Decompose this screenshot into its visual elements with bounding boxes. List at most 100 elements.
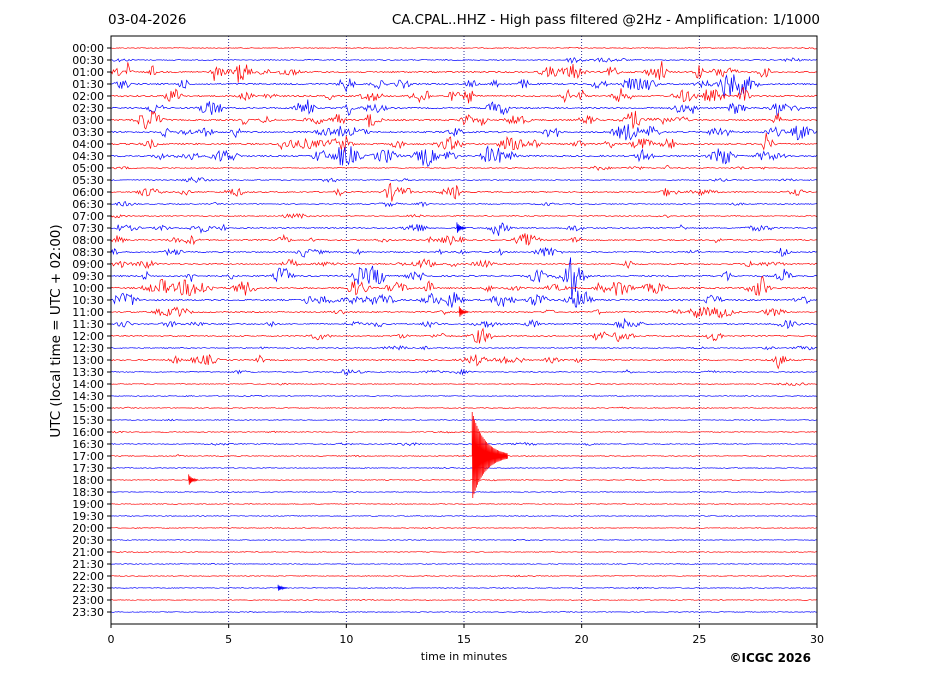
trace-1500 xyxy=(110,406,817,410)
y-tick-label: 04:00 xyxy=(72,138,104,151)
y-tick-label: 06:00 xyxy=(72,186,104,199)
trace-0630 xyxy=(110,201,817,208)
trace-0900 xyxy=(110,258,817,270)
y-tick-label: 18:30 xyxy=(72,486,104,499)
trace-1530 xyxy=(110,418,817,422)
y-tick-label: 17:30 xyxy=(72,462,104,475)
event-mark xyxy=(277,584,288,591)
plot-date: 03-04-2026 xyxy=(108,12,187,28)
trace-1930 xyxy=(111,515,817,517)
y-tick-label: 07:30 xyxy=(72,222,104,235)
y-tick-label: 05:30 xyxy=(72,174,104,187)
trace-0200 xyxy=(110,86,817,104)
y-tick-labels: 00:0000:3001:0001:3002:0002:3003:0003:30… xyxy=(72,42,111,619)
trace-0000 xyxy=(110,46,817,50)
seismic-traces xyxy=(110,46,817,613)
plot-title: CA.CPAL..HHZ - High pass filtered @2Hz -… xyxy=(391,12,820,28)
y-tick-label: 10:30 xyxy=(72,294,104,307)
event-mark xyxy=(456,222,467,233)
trace-1800 xyxy=(110,479,817,482)
x-tick-labels: 0 5 10 15 20 25 30 xyxy=(108,624,824,646)
trace-1000 xyxy=(110,275,817,296)
trace-2330 xyxy=(110,611,817,613)
trace-1830 xyxy=(110,491,817,493)
y-tick-label: 15:00 xyxy=(72,402,104,415)
y-tick-label: 09:30 xyxy=(72,270,104,283)
y-tick-label: 03:00 xyxy=(72,114,104,127)
trace-1130 xyxy=(110,317,817,330)
y-tick-label: 20:00 xyxy=(72,522,104,535)
y-tick-label: 01:30 xyxy=(72,78,104,91)
x-tick-label: 15 xyxy=(457,633,471,646)
y-tick-label: 16:00 xyxy=(72,426,104,439)
trace-2030 xyxy=(110,538,817,541)
trace-2000 xyxy=(110,527,817,529)
x-axis-label: time in minutes xyxy=(420,650,508,663)
y-tick-label: 21:30 xyxy=(72,558,104,571)
y-tick-label: 03:30 xyxy=(72,126,104,139)
y-tick-label: 14:30 xyxy=(72,390,104,403)
y-tick-label: 02:00 xyxy=(72,90,104,103)
trace-1430 xyxy=(110,394,817,398)
y-tick-label: 17:00 xyxy=(72,450,104,463)
y-tick-label: 06:30 xyxy=(72,198,104,211)
x-tick-label: 25 xyxy=(692,633,706,646)
x-tick-label: 10 xyxy=(339,633,353,646)
y-tick-label: 16:30 xyxy=(72,438,104,451)
y-tick-label: 01:00 xyxy=(72,66,104,79)
trace-0730 xyxy=(110,222,817,236)
y-tick-label: 13:30 xyxy=(72,366,104,379)
y-tick-label: 00:30 xyxy=(72,54,104,67)
trace-0230 xyxy=(110,99,817,116)
trace-2130 xyxy=(110,563,817,565)
trace-1200 xyxy=(110,327,817,344)
y-tick-label: 07:00 xyxy=(72,210,104,223)
x-tick-label: 20 xyxy=(575,633,589,646)
trace-0100 xyxy=(110,61,817,83)
y-tick-label: 02:30 xyxy=(72,102,104,115)
event-mark xyxy=(188,474,199,485)
trace-0830 xyxy=(110,247,817,258)
y-tick-label: 22:30 xyxy=(72,582,104,595)
y-tick-label: 14:00 xyxy=(72,378,104,391)
trace-1900 xyxy=(110,503,817,505)
trace-1400 xyxy=(110,382,817,386)
x-tick-label: 5 xyxy=(225,633,232,646)
trace-1300 xyxy=(110,353,817,370)
trace-0600 xyxy=(110,182,817,202)
trace-0930 xyxy=(111,257,817,300)
event-mark xyxy=(471,411,508,499)
y-tick-label: 15:30 xyxy=(72,414,104,427)
event-mark xyxy=(458,306,469,317)
trace-2100 xyxy=(110,551,817,553)
y-tick-label: 12:30 xyxy=(72,342,104,355)
y-tick-label: 05:00 xyxy=(72,162,104,175)
grid-lines xyxy=(228,36,700,624)
y-axis-label: UTC (local time = UTC + 02:00) xyxy=(48,224,64,438)
y-tick-label: 23:30 xyxy=(72,606,104,619)
y-tick-label: 22:00 xyxy=(72,570,104,583)
trace-0130 xyxy=(110,74,817,97)
trace-0400 xyxy=(110,132,817,153)
y-tick-label: 19:00 xyxy=(72,498,104,511)
trace-0030 xyxy=(110,56,817,65)
y-tick-label: 08:00 xyxy=(72,234,104,247)
trace-1730 xyxy=(110,466,817,470)
y-tick-label: 09:00 xyxy=(72,258,104,271)
x-tick-label: 0 xyxy=(108,633,115,646)
y-tick-label: 04:30 xyxy=(72,150,104,163)
x-tick-label: 30 xyxy=(810,633,824,646)
trace-1630 xyxy=(110,441,817,447)
trace-0300 xyxy=(110,110,817,130)
copyright-credit: ©ICGC 2026 xyxy=(729,651,811,665)
y-tick-label: 18:00 xyxy=(72,474,104,487)
trace-1700 xyxy=(110,454,817,458)
trace-2230 xyxy=(110,586,817,590)
trace-0500 xyxy=(110,164,817,171)
y-tick-label: 10:00 xyxy=(72,282,104,295)
trace-2300 xyxy=(110,599,817,601)
trace-1030 xyxy=(110,290,817,308)
trace-0800 xyxy=(110,233,817,246)
trace-0530 xyxy=(110,176,817,184)
